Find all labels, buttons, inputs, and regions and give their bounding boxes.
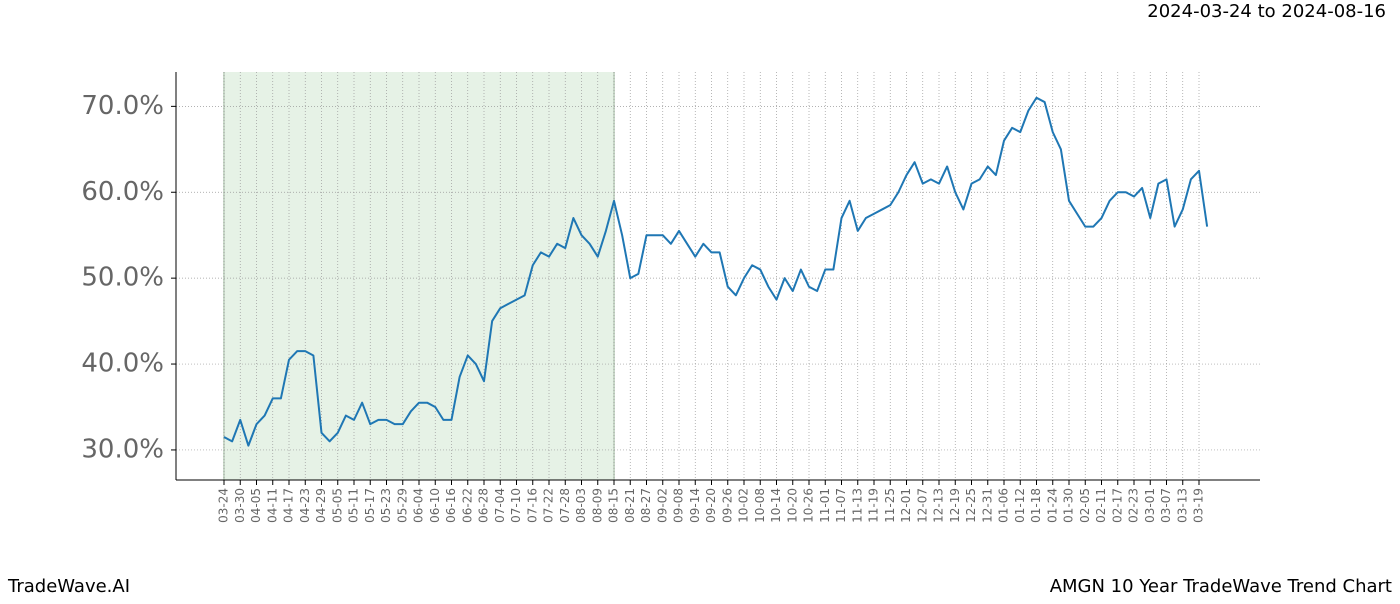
x-tick-label: 03-13 (1175, 488, 1189, 523)
x-tick-label: 04-23 (298, 488, 312, 523)
x-tick-label: 05-11 (347, 488, 361, 523)
x-tick-label: 06-04 (412, 488, 426, 523)
x-tick-label: 01-12 (1013, 488, 1027, 523)
x-tick-label: 11-07 (834, 488, 848, 523)
x-tick-label: 08-27 (639, 488, 653, 523)
x-tick-label: 04-05 (249, 488, 263, 523)
x-tick-label: 10-26 (802, 488, 816, 523)
x-tick-label: 09-20 (704, 488, 718, 523)
x-tick-label: 01-18 (1029, 488, 1043, 523)
footer-left: TradeWave.AI (7, 576, 130, 597)
y-tick-label: 70.0% (81, 91, 164, 121)
x-tick-label: 06-10 (428, 488, 442, 523)
x-tick-label: 11-13 (850, 488, 864, 523)
footer-right: AMGN 10 Year TradeWave Trend Chart (1050, 576, 1392, 597)
y-tick-label: 50.0% (81, 263, 164, 293)
x-tick-label: 12-25 (964, 488, 978, 523)
x-tick-label: 07-10 (509, 488, 523, 523)
y-tick-label: 60.0% (81, 177, 164, 207)
x-tick-label: 02-11 (1094, 488, 1108, 523)
x-tick-label: 03-01 (1143, 488, 1157, 523)
x-tick-label: 09-26 (720, 488, 734, 523)
x-tick-label: 04-11 (265, 488, 279, 523)
x-tick-label: 09-02 (655, 488, 669, 523)
series-line (223, 96, 1209, 447)
x-tick-label: 12-19 (948, 488, 962, 523)
x-tick-label: 08-09 (590, 488, 604, 523)
x-tick-label: 08-15 (607, 488, 621, 523)
x-tick-label: 10-14 (769, 488, 783, 523)
x-tick-label: 11-01 (818, 488, 832, 523)
x-tick-label: 11-19 (867, 488, 881, 523)
x-tick-label: 06-16 (444, 488, 458, 523)
x-tick-label: 08-03 (574, 488, 588, 523)
x-tick-label: 05-05 (330, 488, 344, 523)
x-tick-label: 08-21 (623, 488, 637, 523)
x-tick-label: 11-25 (883, 488, 897, 523)
chart-title: 2024-03-24 to 2024-08-16 (1147, 1, 1386, 22)
x-tick-label: 01-30 (1062, 488, 1076, 523)
x-tick-label: 07-04 (493, 488, 507, 523)
x-tick-label: 05-23 (379, 488, 393, 523)
x-tick-label: 05-17 (363, 488, 377, 523)
x-tick-label: 07-28 (558, 488, 572, 523)
y-tick-label: 40.0% (81, 349, 164, 379)
x-tick-label: 01-24 (1045, 488, 1059, 523)
x-tick-label: 12-01 (899, 488, 913, 523)
x-tick-label: 12-07 (915, 488, 929, 523)
x-tick-label: 09-14 (688, 488, 702, 523)
x-tick-label: 05-29 (395, 488, 409, 523)
x-tick-label: 07-16 (525, 488, 539, 523)
x-tick-label: 10-08 (753, 488, 767, 523)
x-tick-label: 02-23 (1127, 488, 1141, 523)
x-tick-label: 06-28 (477, 488, 491, 523)
x-tick-label: 01-06 (997, 488, 1011, 523)
x-tick-label: 07-22 (542, 488, 556, 523)
x-tick-label: 04-29 (314, 488, 328, 523)
x-tick-label: 02-17 (1110, 488, 1124, 523)
x-tick-label: 03-19 (1192, 488, 1206, 523)
x-tick-label: 12-13 (932, 488, 946, 523)
x-tick-label: 03-07 (1159, 488, 1173, 523)
x-tick-label: 12-31 (980, 488, 994, 523)
x-tick-label: 04-17 (282, 488, 296, 523)
x-tick-label: 02-05 (1078, 488, 1092, 523)
x-tick-label: 03-24 (217, 488, 231, 523)
x-tick-label: 06-22 (460, 488, 474, 523)
x-tick-label: 10-20 (785, 488, 799, 523)
y-tick-label: 30.0% (81, 434, 164, 464)
x-tick-label: 09-08 (672, 488, 686, 523)
x-tick-label: 03-30 (233, 488, 247, 523)
x-tick-label: 10-02 (737, 488, 751, 523)
